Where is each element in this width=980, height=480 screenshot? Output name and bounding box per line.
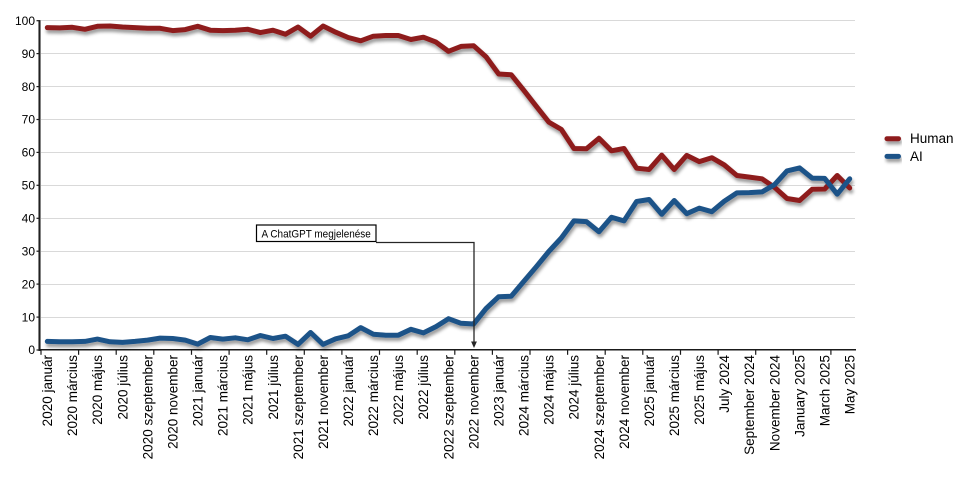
svg-text:2024 november: 2024 november: [617, 355, 632, 449]
svg-text:July 2024: July 2024: [717, 355, 732, 413]
svg-text:September 2024: September 2024: [742, 355, 757, 455]
svg-text:2021 november: 2021 november: [316, 355, 331, 449]
svg-text:80: 80: [22, 80, 36, 94]
svg-text:40: 40: [22, 212, 36, 226]
svg-text:2025 március: 2025 március: [667, 355, 682, 436]
svg-text:70: 70: [22, 113, 36, 127]
svg-text:2024 március: 2024 március: [517, 355, 532, 436]
svg-text:November 2024: November 2024: [767, 355, 782, 452]
svg-text:0: 0: [28, 343, 35, 357]
svg-text:2025 május: 2025 május: [692, 355, 707, 425]
svg-text:AI: AI: [910, 149, 923, 164]
svg-text:2021 január: 2021 január: [191, 354, 206, 426]
svg-text:2021 július: 2021 július: [266, 355, 281, 420]
svg-text:Human: Human: [910, 131, 954, 146]
svg-text:90: 90: [22, 47, 36, 61]
svg-text:2021 május: 2021 május: [241, 355, 256, 425]
svg-text:2020 március: 2020 március: [65, 355, 80, 436]
svg-text:60: 60: [22, 146, 36, 160]
svg-text:2020 szeptember: 2020 szeptember: [140, 355, 155, 460]
svg-text:50: 50: [22, 179, 36, 193]
svg-text:A ChatGPT megjelenése: A ChatGPT megjelenése: [262, 229, 371, 241]
svg-text:2022 január: 2022 január: [341, 354, 356, 426]
svg-text:2022 november: 2022 november: [466, 355, 481, 449]
svg-text:2022 július: 2022 július: [416, 355, 431, 420]
svg-text:2020 július: 2020 július: [115, 355, 130, 420]
svg-text:January 2025: January 2025: [792, 355, 807, 437]
svg-text:100: 100: [15, 14, 35, 28]
svg-text:30: 30: [22, 244, 36, 258]
svg-text:2024 július: 2024 július: [567, 355, 582, 420]
svg-text:10: 10: [22, 310, 36, 324]
svg-text:2024 szeptember: 2024 szeptember: [592, 355, 607, 460]
svg-text:2020 november: 2020 november: [165, 355, 180, 449]
svg-text:March 2025: March 2025: [817, 355, 832, 426]
svg-text:20: 20: [22, 277, 36, 291]
svg-text:2020 január: 2020 január: [40, 354, 55, 426]
svg-text:2020 május: 2020 május: [90, 355, 105, 425]
svg-text:2021 szeptember: 2021 szeptember: [291, 355, 306, 460]
svg-text:2022 május: 2022 május: [391, 355, 406, 425]
svg-text:2025 január: 2025 január: [642, 354, 657, 426]
svg-text:2024 május: 2024 május: [542, 355, 557, 425]
svg-text:2021 március: 2021 március: [216, 355, 231, 436]
svg-text:May 2025: May 2025: [843, 355, 858, 414]
svg-text:2022 március: 2022 március: [366, 355, 381, 436]
svg-text:2023 január: 2023 január: [491, 354, 506, 426]
svg-text:2022 szeptember: 2022 szeptember: [441, 355, 456, 460]
